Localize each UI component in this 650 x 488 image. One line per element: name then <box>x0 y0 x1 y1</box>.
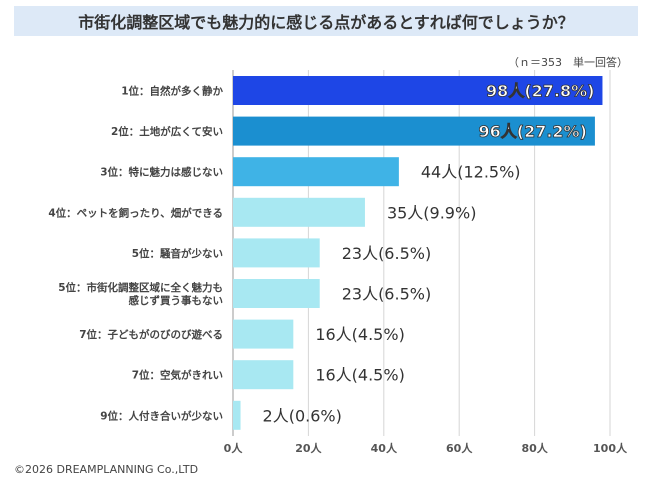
data-label: 16人(4.5%) <box>315 366 405 385</box>
category-label: 7位：子どもがのびのび遊べる <box>79 328 223 341</box>
chart-title: 市街化調整区域でも魅力的に感じる点があるとすれば何でしょうか？ <box>14 6 638 36</box>
data-label: 16人(4.5%) <box>315 325 405 344</box>
x-tick-label: 60人 <box>446 441 473 455</box>
bar <box>233 319 294 349</box>
data-label: 96人(27.2%) <box>479 122 587 141</box>
x-tick-label: 100人 <box>593 441 628 455</box>
category-label: 7位：空気がきれい <box>132 369 223 382</box>
bar <box>233 197 365 227</box>
x-tick-label: 20人 <box>295 441 322 455</box>
data-label: 2人(0.6%) <box>263 406 342 425</box>
category-label: 9位：人付き合いが少ない <box>100 409 223 422</box>
bar <box>233 238 320 268</box>
bar <box>233 400 241 430</box>
bar <box>233 116 595 146</box>
data-label: 23人(6.5%) <box>342 285 432 304</box>
data-label: 35人(9.9%) <box>387 203 477 222</box>
bar <box>233 360 294 390</box>
bar <box>233 76 603 105</box>
category-label: 5位：市街化調整区域に全く魅力も感じず買う事もない <box>58 281 223 307</box>
x-tick-label: 0人 <box>224 441 244 455</box>
x-tick-label: 40人 <box>371 441 398 455</box>
category-label: 2位：土地が広くて安い <box>111 125 223 138</box>
data-label: 98人(27.8%) <box>486 82 594 101</box>
category-label: 5位：騒音が少ない <box>132 247 223 260</box>
bar <box>233 279 320 308</box>
category-label: 3位：特に魅力は感じない <box>100 166 223 179</box>
category-label: 1位：自然が多く静か <box>121 85 223 98</box>
data-label: 23人(6.5%) <box>342 244 432 263</box>
data-label: 44人(12.5%) <box>421 163 521 182</box>
x-tick-label: 80人 <box>521 441 548 455</box>
category-label: 4位：ペットを飼ったり、畑ができる <box>48 206 223 219</box>
copyright-footer: ©2026 DREAMPLANNING Co.,LTD <box>14 463 199 476</box>
sample-size-note: （ｎ＝353 単一回答） <box>508 56 628 69</box>
bar <box>233 157 399 187</box>
